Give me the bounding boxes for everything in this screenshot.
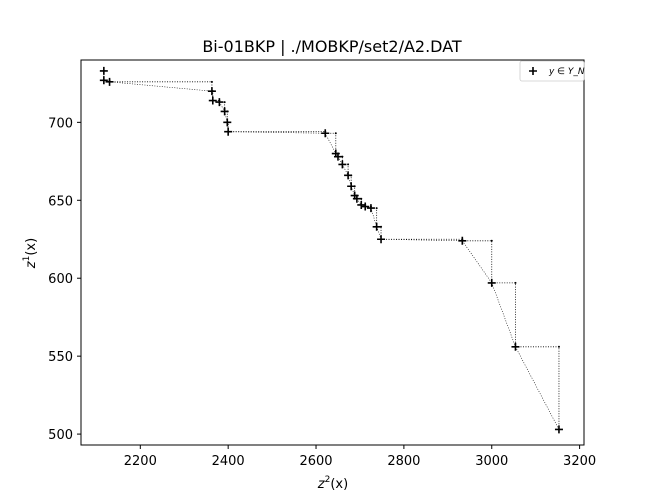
axes-frame [80,59,585,446]
y-tick-label: 500 [48,428,73,443]
data-point [361,202,370,211]
chart-title: Bi-01BKP | ./MOBKP/set2/A2.DAT [202,37,462,56]
data-point [207,87,216,96]
corner-point [334,132,337,135]
data-point [357,200,366,209]
y-axis-label-base: z [24,260,39,269]
connector-line [515,346,560,430]
x-axis-label-sup: 2 [325,475,331,485]
staircase-segment [376,226,382,240]
data-point [554,425,563,434]
data-point [321,129,330,138]
x-tick-label: 3200 [563,454,596,469]
y-axis-label-tail: (x) [24,238,39,256]
data-point [99,66,108,75]
staircase-segment [491,282,516,347]
connector-line [219,101,225,112]
y-axis-label-sup: 1 [22,256,32,262]
data-point [487,278,496,287]
x-axis-label: z2(x) [317,475,348,492]
corner-point [514,281,517,284]
data-point [372,222,381,231]
connector-line [347,175,352,187]
x-axis-label-base: z [317,477,326,492]
data-point [223,118,232,127]
legend-box [519,60,585,82]
data-point [338,160,347,169]
x-tick-label: 2600 [299,454,332,469]
data-point [99,76,108,85]
y-tick-label: 550 [48,350,73,365]
data-point [511,342,520,351]
connector-line [109,81,212,92]
data-point [208,96,217,105]
corner-point [210,80,213,83]
connector-line [462,240,492,284]
data-point [344,171,353,180]
x-axis-label-tail: (x) [330,477,348,492]
data-point [215,98,224,107]
legend-plus-marker [529,67,537,75]
corner-point [557,345,560,348]
data-point [224,127,233,136]
y-axis-label: z1(x) [22,238,39,269]
connector-line [342,164,349,176]
data-point [377,235,386,244]
connector-line [224,111,228,123]
data-point [347,182,356,191]
x-tick-label: 2800 [387,454,420,469]
connector-line [381,238,463,242]
y-tick-label: 650 [48,194,73,209]
plot-area [99,66,563,434]
x-tick-label: 2400 [212,454,245,469]
data-point [333,152,342,161]
y-tick-label: 700 [48,116,73,131]
legend: y ∈ Y_N [519,60,585,82]
x-tick-label: 3000 [475,454,508,469]
data-point [366,204,375,213]
legend-label: y ∈ Y_N [548,67,585,77]
data-point [220,107,229,116]
data-point [352,194,361,203]
y-tick-label: 600 [48,272,73,287]
connector-line [228,131,326,134]
corner-point [347,163,350,166]
corner-point [223,101,226,104]
corner-point [375,207,378,210]
connector-line [370,207,377,227]
data-point [458,236,467,245]
x-tick-label: 2200 [124,454,157,469]
corner-point [490,239,493,242]
data-point [105,77,114,86]
axis-ticks: 2200 2400 2600 2800 3000 3200 500 550 600 650 700 [48,116,596,469]
